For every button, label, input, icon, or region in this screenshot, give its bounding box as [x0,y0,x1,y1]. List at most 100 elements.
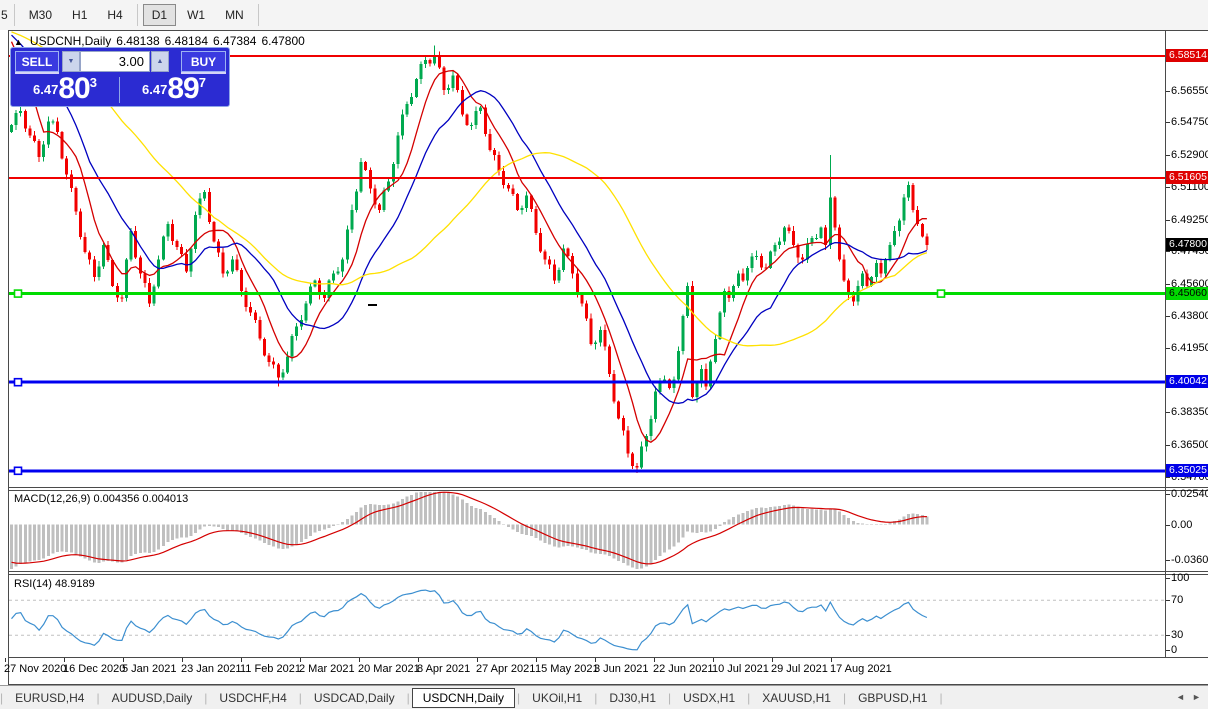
date-axis-label[interactable]: 15 May 2021 [535,663,599,675]
ohlc-close: 6.47800 [261,34,305,48]
date-axis-label[interactable]: 29 Jul 2021 [771,663,828,675]
date-axis-label[interactable]: 27 Apr 2021 [476,663,536,675]
price-axis-tick [1166,91,1170,92]
date-axis-label[interactable]: 8 Apr 2021 [417,663,471,675]
date-axis-tick [831,658,832,662]
tab-eurusd-h4[interactable]: EURUSD,H4 [15,691,85,705]
candles-group [10,45,929,473]
tab-audusd-daily[interactable]: AUDUSD,Daily [111,691,193,705]
volume-input[interactable] [80,51,150,72]
date-axis-label[interactable]: 17 Aug 2021 [830,663,892,675]
macd-axis-tick [1166,494,1170,495]
macd-signal-line [11,491,927,565]
hline-marker[interactable] [13,466,23,476]
date-axis-label[interactable]: 10 Jul 2021 [712,663,769,675]
date-axis-label[interactable]: 27 Nov 2020 [4,663,67,675]
tab-ukoil-h1[interactable]: UKOil,H1 [532,691,583,705]
rsi-line [11,589,928,651]
buy-button[interactable]: BUY [181,51,226,72]
date-axis-bottom-border [8,684,1208,685]
timeframe-button-w1[interactable]: W1 [187,8,206,22]
date-axis-label[interactable]: 22 Jun 2021 [653,663,714,675]
volume-decrease-button[interactable]: ▼ [62,51,80,72]
tab-usdx-h1[interactable]: USDX,H1 [683,691,736,705]
sell-price[interactable]: 6.47803 [11,74,119,105]
date-axis-label[interactable]: 5 Jan 2021 [122,663,177,675]
tab-gbpusd-h1[interactable]: GBPUSD,H1 [858,691,928,705]
macd-axis-tick [1166,560,1170,561]
macd-pane-bottom-border[interactable] [8,571,1208,572]
rsi-axis-tick [1166,650,1170,651]
date-axis-label[interactable]: 11 Feb 2021 [240,663,301,675]
rsi-pane-bottom-border [8,657,1208,658]
chart-dash-mark [368,304,377,306]
tab-separator: | [96,691,100,705]
hline-marker[interactable] [13,377,23,387]
chart-left-border [8,30,9,685]
tab-usdcnh-daily[interactable]: USDCNH,Daily [411,688,516,708]
main-pane-bottom-border[interactable] [8,487,1208,488]
buy-price-big: 89 [167,72,199,105]
buy-price-prefix: 6.47 [142,82,168,97]
timeframe-button-h1[interactable]: H1 [72,8,88,22]
timeframe-toolbar: 5 M30 H1 H4 D1 W1 MN [0,0,1208,30]
hline-marker[interactable] [936,289,946,298]
tab-separator: | [298,691,302,705]
ohlc-low: 6.47384 [213,34,257,48]
timeframe-button-mn[interactable]: MN [225,8,244,22]
mid-ma-line[interactable] [11,34,928,404]
collapse-arrow-icon[interactable]: ▲ [14,37,23,47]
rsi-pane-top-border [8,574,1208,575]
date-axis-tick [654,658,655,662]
date-axis-label[interactable]: 3 Jun 2021 [594,663,649,675]
tab-separator: | [747,691,751,705]
rsi-axis-label: 70 [1171,594,1184,606]
toolbar-separator [136,4,138,26]
date-axis-tick [536,658,537,662]
hline-marker[interactable] [13,289,23,298]
price-axis-border[interactable] [1165,31,1166,658]
sell-button[interactable]: SELL [15,51,59,72]
tab-scroll-right-icon[interactable]: ► [1192,692,1201,702]
slow-ma-line[interactable] [11,31,928,347]
date-axis-label[interactable]: 2 Mar 2021 [299,663,355,675]
buy-price[interactable]: 6.47897 [120,72,228,105]
price-axis-tick [1166,187,1170,188]
price-axis-tick [1166,445,1170,446]
fast-ma-line[interactable] [10,41,927,443]
rsi-axis-label: 100 [1171,572,1190,584]
price-axis-tick-label: 6.51100 [1171,181,1208,193]
timeframe-button-m30[interactable]: M30 [28,8,53,22]
rsi-axis-tick [1166,578,1170,579]
date-axis-label[interactable]: 23 Jan 2021 [181,663,242,675]
price-axis-tick-label: 6.43800 [1171,310,1208,322]
chart-tab-bar: | EURUSD,H4 | AUDUSD,Daily | USDCHF,H4 | USDCAD… [0,685,1208,709]
date-axis-tick [300,658,301,662]
symbol-label: USDCNH,Daily [29,34,112,48]
tab-separator: | [517,691,521,705]
rsi-axis-label: 0 [1171,644,1178,656]
price-flag-6.51605: 6.51605 [1166,171,1208,184]
date-axis-tick [477,658,478,662]
price-flag-6.45060: 6.45060 [1166,287,1208,300]
date-axis-label[interactable]: 20 Mar 2021 [358,663,420,675]
rsi-axis-tick [1166,600,1170,601]
timeframe-button-h4[interactable]: H4 [107,8,123,22]
tab-scroll-left-icon[interactable]: ◄ [1176,692,1185,702]
macd-axis-label: -0.03608 [1171,554,1208,566]
tab-usdchf-h4[interactable]: USDCHF,H4 [219,691,287,705]
timeframe-button-m5-partial[interactable]: 5 [1,8,8,22]
buy-price-sup: 7 [198,75,206,90]
price-axis-tick [1166,122,1170,123]
price-axis-tick [1166,155,1170,156]
tab-dj30-h1[interactable]: DJ30,H1 [609,691,656,705]
date-axis-label[interactable]: 16 Dec 2020 [63,663,126,675]
timeframe-button-d1[interactable]: D1 [142,4,177,26]
rsi-axis-label: 30 [1171,629,1184,641]
tab-usdcad-daily[interactable]: USDCAD,Daily [313,691,395,705]
tab-xauusd-h1[interactable]: XAUUSD,H1 [762,691,831,705]
price-axis-tick [1166,220,1170,221]
volume-increase-button[interactable]: ▲ [151,51,169,72]
